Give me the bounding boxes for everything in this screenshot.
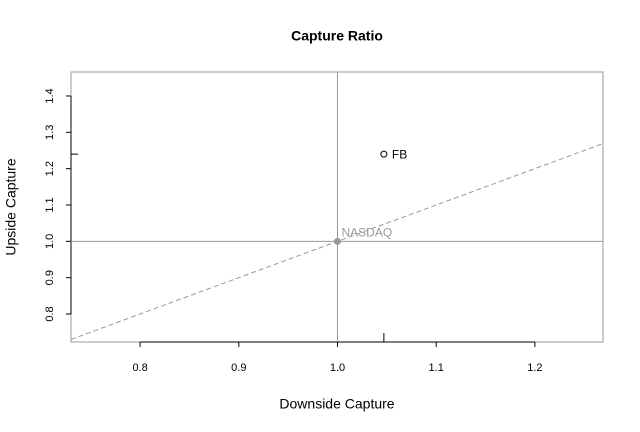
x-tick-label: 1.0 [330, 362, 345, 374]
y-tick-label: 1.0 [44, 234, 56, 249]
y-tick-label: 0.9 [44, 270, 56, 285]
y-tick-label: 1.3 [44, 125, 56, 140]
y-axis-label: Upside Capture [3, 158, 19, 255]
y-tick-label: 1.4 [44, 88, 56, 103]
y-tick-label: 1.2 [44, 161, 56, 176]
x-tick-label: 0.9 [231, 362, 246, 374]
x-tick-label: 1.1 [429, 362, 444, 374]
x-axis-label: Downside Capture [279, 396, 394, 412]
point-label: FB [392, 147, 407, 161]
point-label: NASDAQ [341, 226, 392, 240]
y-tick-label: 0.8 [44, 306, 56, 321]
x-tick-label: 0.8 [132, 362, 147, 374]
x-tick-label: 1.2 [527, 362, 542, 374]
point [333, 237, 341, 245]
y-tick-label: 1.1 [44, 197, 56, 212]
point [380, 150, 388, 158]
chart-title: Capture Ratio [291, 28, 383, 44]
